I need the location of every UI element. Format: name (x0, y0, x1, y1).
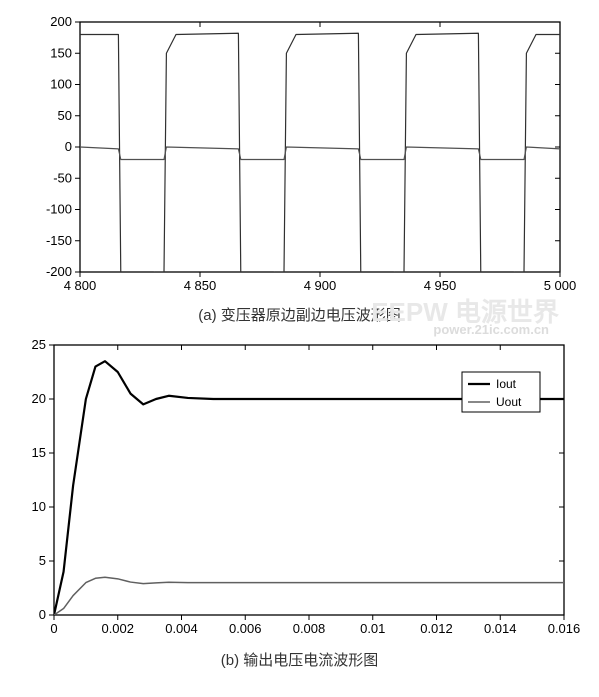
svg-text:0: 0 (39, 607, 46, 622)
caption-a: (a) 变压器原边副边电压波形图 EEPW 电源世界 power.21ic.co… (10, 304, 589, 325)
svg-text:0.016: 0.016 (548, 621, 581, 636)
svg-text:150: 150 (50, 45, 72, 60)
svg-text:0.006: 0.006 (229, 621, 262, 636)
svg-text:50: 50 (57, 108, 71, 123)
svg-text:200: 200 (50, 14, 72, 29)
svg-text:5: 5 (39, 553, 46, 568)
svg-text:4 800: 4 800 (63, 278, 96, 293)
svg-text:0.01: 0.01 (360, 621, 385, 636)
svg-text:-100: -100 (45, 202, 71, 217)
caption-a-text: (a) 变压器原边副边电压波形图 (198, 307, 401, 324)
svg-text:4 950: 4 950 (423, 278, 456, 293)
svg-text:Iout: Iout (496, 377, 517, 391)
chart-a: -200 -150 -100 -50 0 50 100 150 200 4 800 4 850 4 9… (20, 10, 580, 300)
svg-text:15: 15 (32, 445, 46, 460)
chart-a-container: -200 -150 -100 -50 0 50 100 150 200 4 800 4 850 4 9… (20, 10, 580, 300)
svg-text:20: 20 (32, 391, 46, 406)
svg-text:0.014: 0.014 (484, 621, 517, 636)
caption-b: (b) 输出电压电流波形图 (10, 649, 589, 670)
chart-b: 0 5 10 15 20 25 0 0.002 0.004 0.006 0.008 0.01 0.012… (12, 335, 587, 645)
svg-text:25: 25 (32, 337, 46, 352)
svg-text:5 000: 5 000 (543, 278, 576, 293)
svg-text:100: 100 (50, 77, 72, 92)
svg-text:0.012: 0.012 (420, 621, 453, 636)
svg-text:0.008: 0.008 (293, 621, 326, 636)
svg-text:0.004: 0.004 (165, 621, 198, 636)
svg-text:4 850: 4 850 (183, 278, 216, 293)
chart-b-container: 0 5 10 15 20 25 0 0.002 0.004 0.006 0.008 0.01 0.012… (12, 335, 587, 645)
svg-text:Uout: Uout (496, 395, 522, 409)
svg-text:-150: -150 (45, 233, 71, 248)
svg-text:0.002: 0.002 (101, 621, 134, 636)
svg-text:0: 0 (64, 139, 71, 154)
svg-text:-50: -50 (53, 170, 72, 185)
caption-b-text: (b) 输出电压电流波形图 (221, 652, 379, 669)
svg-text:4 900: 4 900 (303, 278, 336, 293)
svg-text:-200: -200 (45, 264, 71, 279)
svg-text:0: 0 (50, 621, 57, 636)
svg-text:10: 10 (32, 499, 46, 514)
